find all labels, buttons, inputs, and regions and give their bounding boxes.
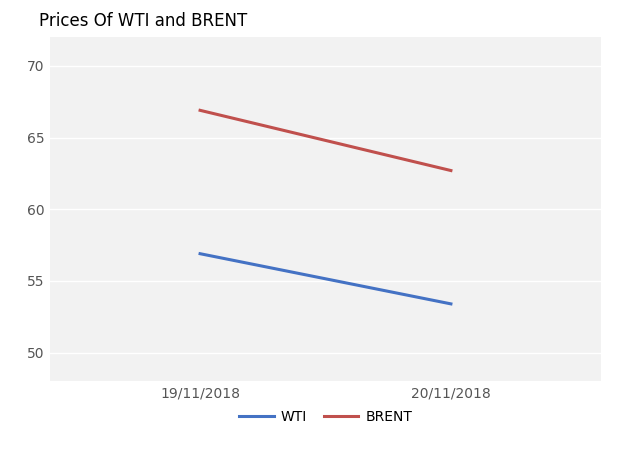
Text: Prices Of WTI and BRENT: Prices Of WTI and BRENT <box>38 12 247 30</box>
Legend: WTI, BRENT: WTI, BRENT <box>233 404 418 429</box>
